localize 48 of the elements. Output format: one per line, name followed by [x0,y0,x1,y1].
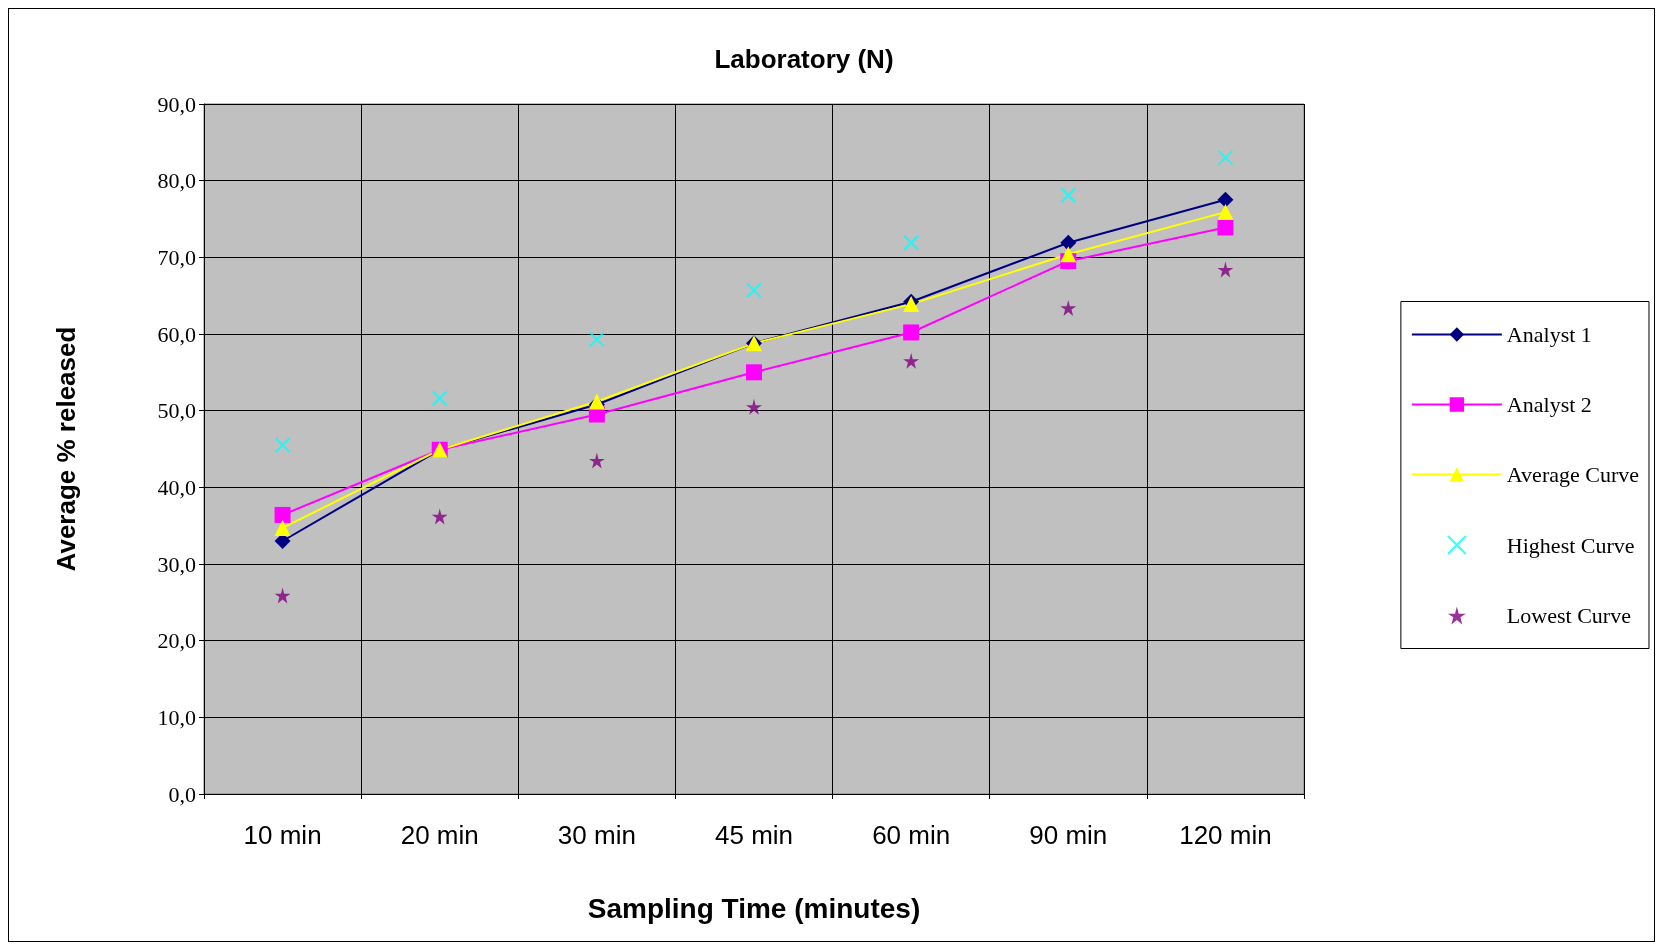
chart-title: Laboratory (N) [714,44,894,74]
y-tick-label: 20,0 [157,628,196,654]
point [1217,191,1234,208]
point [588,452,605,469]
point [746,364,762,381]
y-tick-label: 50,0 [157,398,196,424]
y-tick-label: 70,0 [157,244,196,270]
x-tick-label: 45 min [714,820,794,850]
y-tick-label: 30,0 [157,551,196,577]
point [274,437,291,454]
point [431,390,448,407]
y-tick-label: 90,0 [157,91,196,117]
legend-label: Average Curve [1506,462,1639,487]
point [588,331,605,348]
legend-label: Highest Curve [1506,532,1635,558]
point [903,324,920,341]
point [1060,299,1077,316]
point [1217,149,1234,166]
point [274,587,291,604]
x-tick-label: 120 min [1179,820,1272,850]
point [903,352,920,369]
x-axis-title: Sampling Time (minutes) [587,892,921,924]
y-tick-label: 0,0 [168,781,196,807]
x-tick-label: 60 min [872,820,951,850]
point [746,282,762,299]
y-tick-label: 60,0 [157,321,196,347]
legend-label: Analyst 2 [1506,392,1592,417]
point [1217,204,1234,221]
x-tick-label: 90 min [1029,820,1108,850]
point [903,234,920,251]
point [1060,246,1077,263]
x-tick-label: 10 min [243,820,322,850]
point [431,508,448,525]
point [274,519,291,536]
y-tick-label: 80,0 [157,168,196,194]
point [746,398,762,415]
y-tick-label: 40,0 [157,474,196,500]
point [1060,187,1077,204]
legend-label: Lowest Curve [1506,603,1631,628]
y-axis-title: Average % released [51,326,81,572]
y-tick-label: 10,0 [157,704,196,730]
legend-label: Analyst 1 [1506,322,1592,347]
point [1060,234,1077,251]
x-tick-label: 20 min [400,820,479,850]
x-tick-label: 30 min [557,820,636,850]
point [1217,261,1234,278]
point [274,506,291,523]
point [1217,219,1234,236]
